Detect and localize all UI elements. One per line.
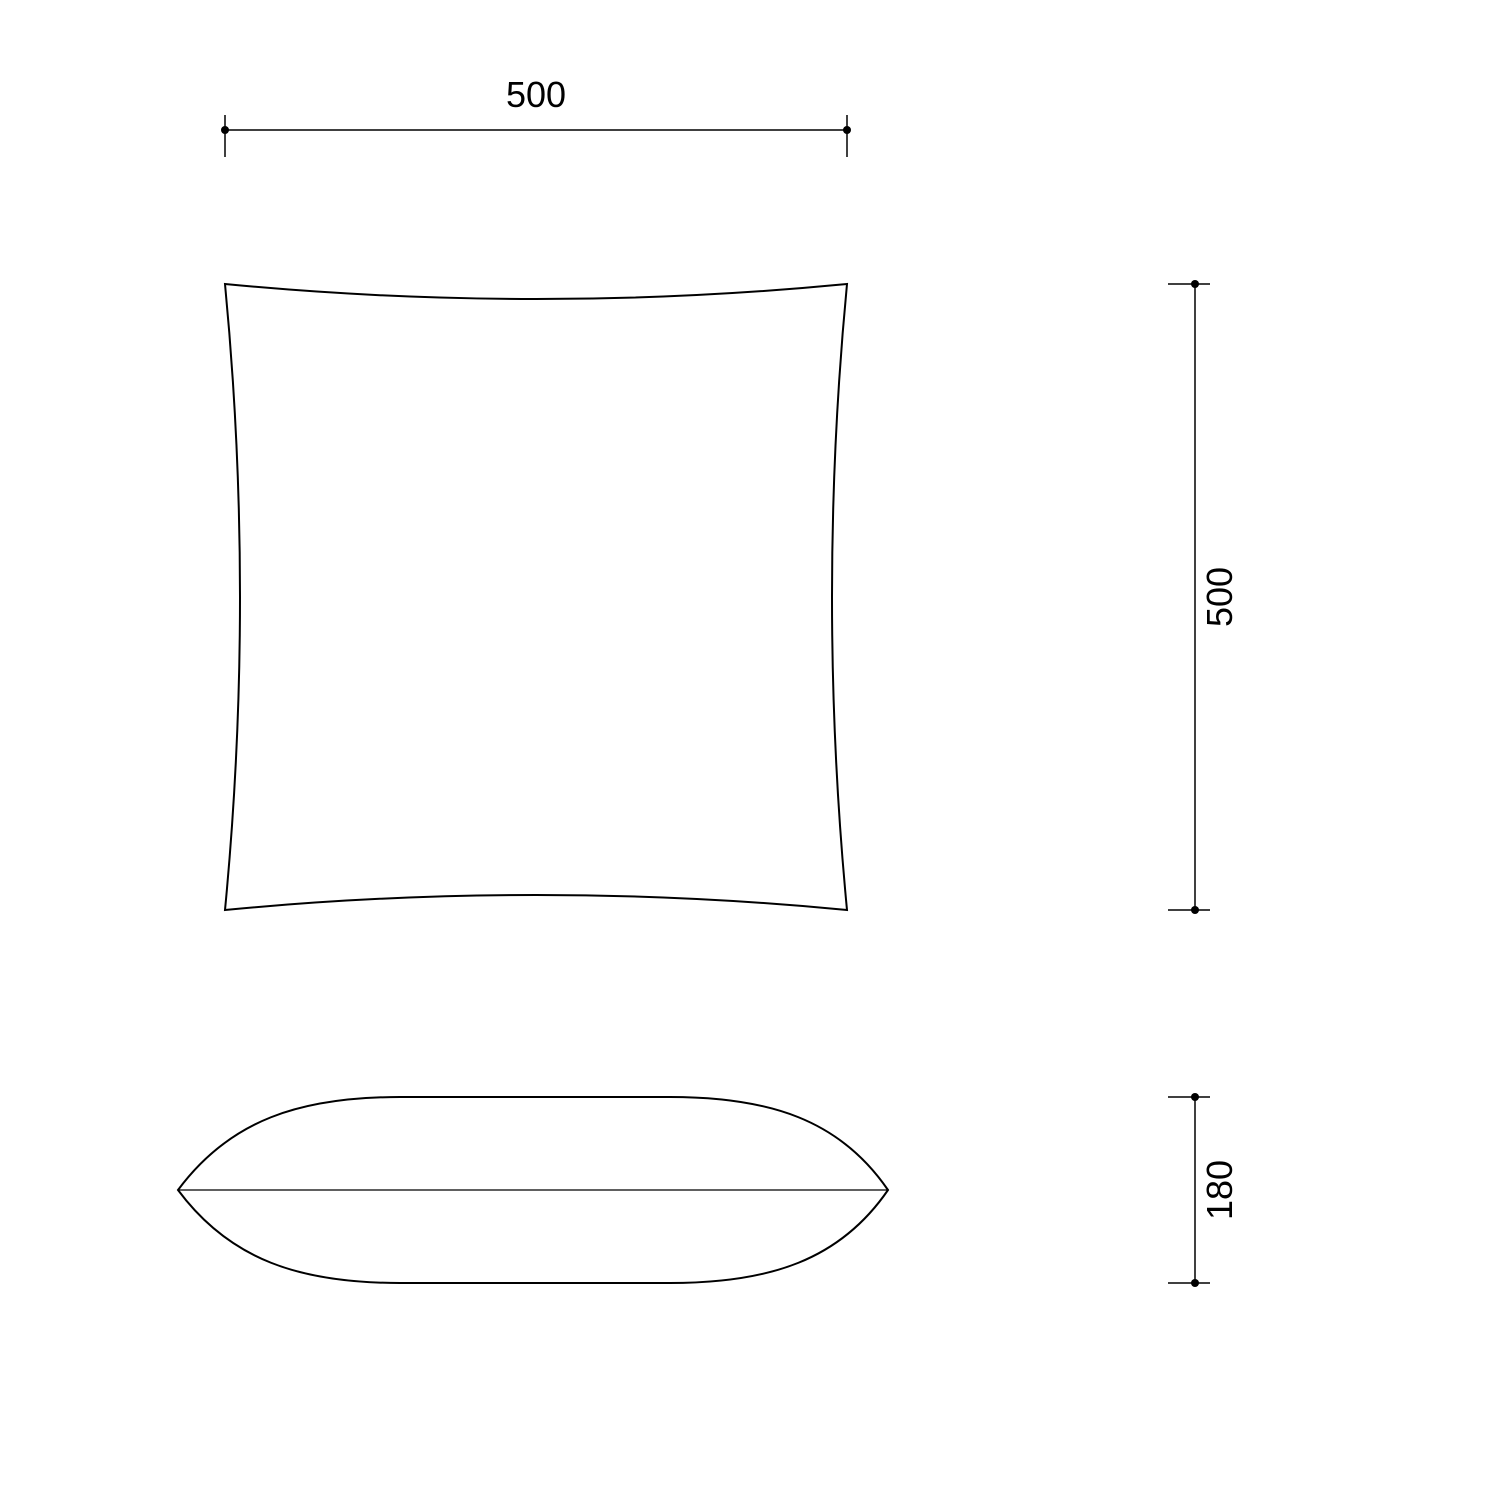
- dimension-height-top: 500: [1168, 280, 1240, 914]
- cushion-side-view: [178, 1097, 888, 1283]
- dimension-width: 500: [221, 74, 851, 157]
- dimension-height-bottom: 180: [1168, 1093, 1240, 1287]
- dimension-height-bottom-label: 180: [1199, 1160, 1240, 1220]
- dimension-height-top-label: 500: [1199, 567, 1240, 627]
- dimension-width-label: 500: [506, 74, 566, 115]
- cushion-top-view: [225, 284, 847, 910]
- technical-drawing: 500 500 180: [0, 0, 1500, 1500]
